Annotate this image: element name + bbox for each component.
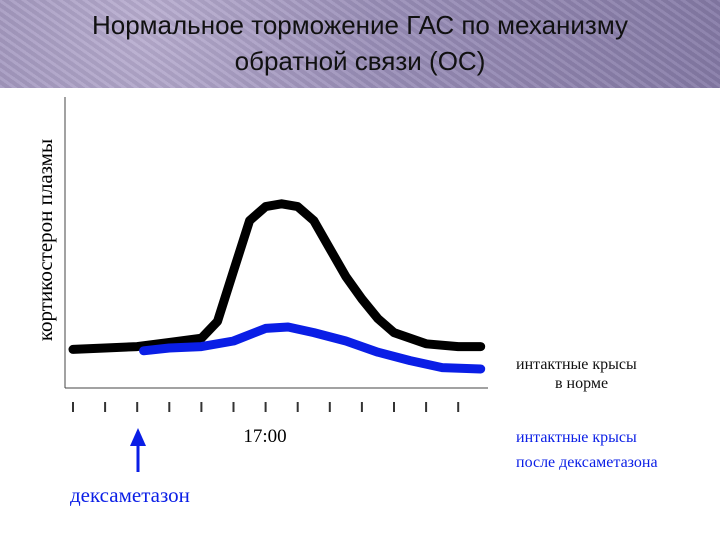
page-title-line1: Нормальное торможение ГАС по механизму: [91, 10, 629, 40]
legend-dex-line2: после дексаметазона: [516, 454, 658, 471]
y-axis-label: кортикостерон плазмы: [33, 139, 57, 341]
page-title-line2: обратной связи (ОС): [234, 46, 486, 76]
dexamethasone-arrow-icon: [130, 428, 146, 446]
x-axis-ticks: [72, 402, 460, 412]
x-tick-label-1700: 17:00: [243, 426, 286, 447]
series-line-dexamethasone-rats: [139, 322, 486, 374]
legend-normal-line1: интактные крысы: [516, 356, 637, 373]
series-line-normal-rats: [68, 199, 486, 354]
title-banner: Нормальное торможение ГАС по механизму о…: [0, 0, 720, 88]
legend-normal-line2: в норме: [555, 375, 608, 392]
dexamethasone-marker-label: дексаметазон: [70, 483, 190, 507]
legend-dex-line1: интактные крысы: [516, 429, 637, 446]
